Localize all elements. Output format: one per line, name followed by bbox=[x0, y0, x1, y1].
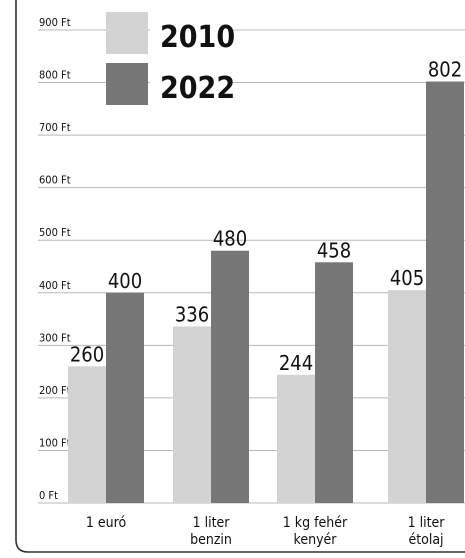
category-label: benzin bbox=[190, 532, 232, 548]
chart-frame bbox=[15, 0, 465, 553]
value-label: 802 bbox=[428, 58, 462, 82]
value-label: 458 bbox=[317, 238, 351, 262]
value-label: 480 bbox=[213, 227, 247, 251]
value-label: 336 bbox=[175, 302, 209, 326]
category-label: 1 kg fehér bbox=[283, 515, 348, 531]
bar-2022 bbox=[211, 250, 249, 503]
legend-label: 2022 bbox=[160, 71, 235, 106]
category-label: 1 liter bbox=[193, 515, 231, 531]
legend-swatch bbox=[106, 63, 148, 105]
legend-label-bg bbox=[150, 20, 232, 50]
y-tick-label: 200 Ft bbox=[39, 384, 71, 397]
bar-2010 bbox=[277, 374, 315, 503]
value-label: 260 bbox=[70, 342, 104, 366]
bar-2022 bbox=[426, 81, 464, 503]
category-label: 1 liter bbox=[408, 515, 446, 531]
category-label: kenyér bbox=[294, 532, 338, 548]
bar-2022 bbox=[315, 262, 353, 503]
legend-label-bg bbox=[150, 71, 232, 101]
y-tick-label: 700 Ft bbox=[39, 121, 71, 134]
value-label: 400 bbox=[108, 269, 142, 293]
y-tick-label: 800 Ft bbox=[39, 69, 71, 82]
y-tick-label: 600 Ft bbox=[39, 174, 71, 187]
category-label: étolaj bbox=[408, 532, 443, 548]
bar-2010 bbox=[388, 290, 426, 503]
value-label: 244 bbox=[279, 351, 313, 375]
bar-2010 bbox=[68, 366, 106, 503]
bar-2022 bbox=[106, 292, 144, 503]
legend-label: 2010 bbox=[160, 20, 235, 55]
bar-2010 bbox=[173, 326, 211, 503]
y-tick-label: 400 Ft bbox=[39, 279, 71, 292]
legend: 2010 2022 bbox=[106, 12, 235, 106]
bars bbox=[68, 81, 464, 503]
category-label: 1 euró bbox=[86, 515, 127, 531]
y-tick-label: 300 Ft bbox=[39, 331, 71, 344]
legend-swatch bbox=[106, 12, 148, 54]
value-label: 405 bbox=[390, 266, 424, 290]
y-tick-label: 900 Ft bbox=[39, 16, 71, 29]
y-tick-label: 500 Ft bbox=[39, 226, 71, 239]
y-tick-label: 0 Ft bbox=[39, 489, 58, 502]
y-tick-label: 100 Ft bbox=[39, 436, 71, 449]
value-labels: 260 400 336 480 244 458 405 802 bbox=[70, 58, 462, 375]
